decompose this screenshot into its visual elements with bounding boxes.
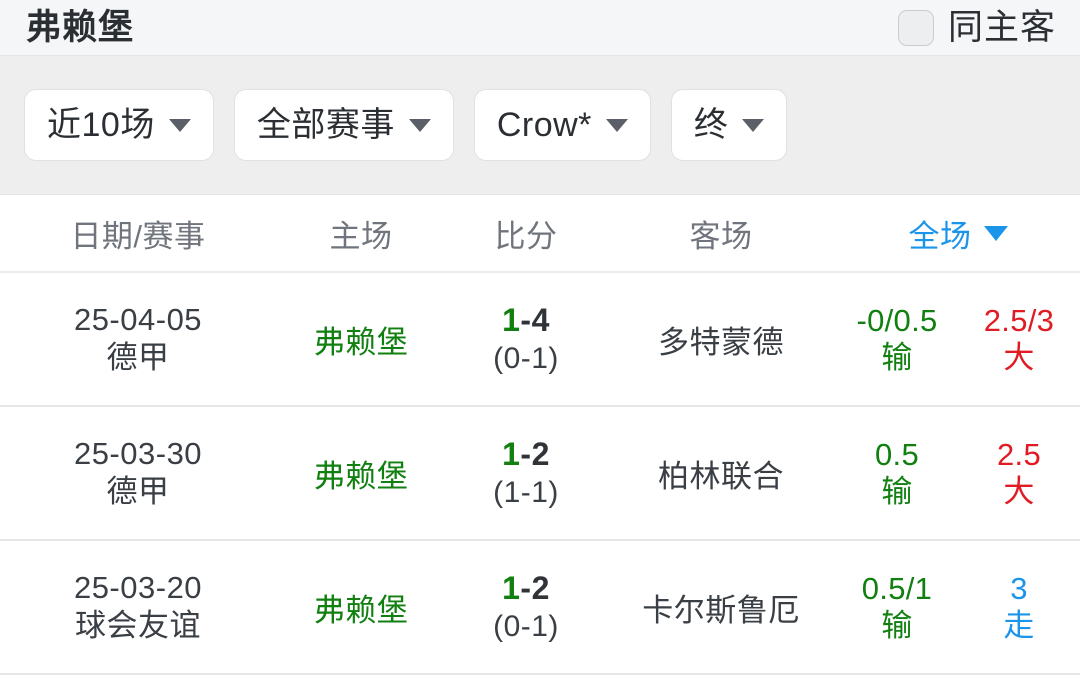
- table-header-row: 日期/赛事 主场 比分 客场 全场: [0, 195, 1080, 273]
- filter-competition-label: 全部赛事: [256, 106, 395, 144]
- cell-score: 1-4 (0-1): [446, 300, 606, 378]
- column-header-odds-sort[interactable]: 全场: [836, 211, 1080, 256]
- match-date: 25-04-05: [73, 302, 203, 338]
- chevron-down-icon: [408, 118, 431, 132]
- filter-competition[interactable]: 全部赛事: [233, 89, 454, 161]
- match-league: 球会友谊: [75, 608, 201, 643]
- filter-bar: 近10场 全部赛事 Crow* 终: [0, 56, 1080, 195]
- total-result: 走: [1003, 608, 1035, 643]
- total-result: 大: [1003, 340, 1035, 375]
- home-team-name: 弗赖堡: [313, 458, 409, 494]
- total-value: 2.5: [997, 436, 1041, 472]
- fulltime-score: 1-2: [446, 568, 606, 608]
- column-header-odds-sort-inner[interactable]: 全场: [836, 211, 1080, 256]
- handicap-group: 0.5/1 输: [836, 570, 958, 644]
- cell-home-team[interactable]: 弗赖堡: [276, 585, 446, 630]
- home-team-name: 弗赖堡: [313, 592, 409, 628]
- halftime-score: (0-1): [493, 610, 559, 644]
- away-team-name: 多特蒙德: [658, 324, 784, 360]
- page-title: 弗赖堡: [26, 8, 135, 47]
- handicap-result: 输: [881, 340, 913, 375]
- handicap-result: 输: [881, 474, 913, 509]
- total-result: 大: [1003, 474, 1035, 509]
- total-group: 2.5/3 大: [958, 302, 1080, 376]
- fulltime-score: 1-4: [446, 300, 606, 340]
- match-history-table: 日期/赛事 主场 比分 客场 全场 25-04-05 德甲 弗赖堡: [0, 195, 1080, 675]
- fulltime-score-away: 4: [531, 302, 550, 339]
- column-header-score-label: 比分: [494, 218, 558, 254]
- column-header-date: 日期/赛事: [0, 211, 276, 256]
- total-group: 2.5 大: [958, 436, 1080, 510]
- away-team-name: 柏林联合: [658, 458, 784, 494]
- fulltime-score: 1-2: [446, 434, 606, 474]
- filter-match-count-label: 近10场: [47, 106, 155, 144]
- handicap-group: 0.5 输: [836, 436, 958, 510]
- cell-odds: -0/0.5 输 2.5/3 大: [836, 302, 1080, 376]
- filter-bookmaker-label: Crow*: [496, 106, 592, 144]
- match-date: 25-03-20: [73, 570, 203, 606]
- halftime-score: (1-1): [493, 476, 559, 510]
- halftime-score: (0-1): [493, 342, 559, 376]
- handicap-result: 输: [881, 608, 913, 643]
- filter-period[interactable]: 终: [670, 89, 788, 161]
- column-header-odds-label: 全场: [908, 218, 972, 254]
- cell-score: 1-2 (1-1): [446, 434, 606, 512]
- fulltime-score-away: 2: [531, 436, 550, 473]
- same-home-away-checkbox[interactable]: [897, 9, 934, 46]
- table-row[interactable]: 25-03-30 德甲 弗赖堡 1-2 (1-1) 柏林联合 0.5 输 2.5…: [0, 407, 1080, 541]
- column-header-score: 比分: [446, 211, 606, 256]
- cell-date: 25-04-05 德甲: [0, 301, 276, 377]
- column-header-home: 主场: [276, 211, 446, 256]
- fulltime-score-home: 1: [502, 302, 521, 339]
- column-header-away: 客场: [606, 211, 836, 256]
- chevron-down-icon: [605, 118, 628, 132]
- fulltime-score-sep: -: [520, 302, 532, 339]
- cell-date: 25-03-30 德甲: [0, 435, 276, 511]
- page-header: 弗赖堡 同主客: [0, 0, 1080, 56]
- cell-home-team[interactable]: 弗赖堡: [276, 317, 446, 362]
- cell-away-team[interactable]: 柏林联合: [606, 451, 836, 496]
- fulltime-score-sep: -: [520, 436, 532, 473]
- cell-odds: 0.5/1 输 3 走: [836, 570, 1080, 644]
- fulltime-score-away: 2: [531, 570, 550, 607]
- cell-away-team[interactable]: 卡尔斯鲁厄: [606, 585, 836, 630]
- handicap-value: 0.5: [875, 436, 919, 472]
- filter-period-label: 终: [693, 106, 729, 144]
- fulltime-score-home: 1: [502, 436, 521, 473]
- table-row[interactable]: 25-04-05 德甲 弗赖堡 1-4 (0-1) 多特蒙德 -0/0.5 输 …: [0, 273, 1080, 407]
- total-value: 2.5/3: [983, 302, 1055, 338]
- same-home-away-label: 同主客: [947, 8, 1056, 47]
- cell-date: 25-03-20 球会友谊: [0, 569, 276, 645]
- cell-score: 1-2 (0-1): [446, 568, 606, 646]
- fulltime-score-sep: -: [520, 570, 532, 607]
- handicap-group: -0/0.5 输: [836, 302, 958, 376]
- match-league: 德甲: [106, 340, 170, 375]
- filter-match-count[interactable]: 近10场: [24, 89, 214, 161]
- away-team-name: 卡尔斯鲁厄: [642, 592, 800, 628]
- total-group: 3 走: [958, 570, 1080, 644]
- column-header-date-label: 日期/赛事: [70, 218, 206, 254]
- fulltime-score-home: 1: [502, 570, 521, 607]
- same-home-away-toggle[interactable]: 同主客: [897, 8, 1056, 47]
- handicap-value: 0.5/1: [861, 570, 933, 606]
- home-team-name: 弗赖堡: [313, 324, 409, 360]
- column-header-odds[interactable]: 全场: [836, 211, 1080, 256]
- handicap-value: -0/0.5: [856, 302, 938, 338]
- match-league: 德甲: [106, 474, 170, 509]
- chevron-down-icon: [742, 118, 765, 132]
- match-date: 25-03-30: [73, 436, 203, 472]
- column-header-home-label: 主场: [329, 218, 393, 254]
- cell-home-team[interactable]: 弗赖堡: [276, 451, 446, 496]
- total-value: 3: [1010, 570, 1028, 606]
- table-row[interactable]: 25-03-20 球会友谊 弗赖堡 1-2 (0-1) 卡尔斯鲁厄 0.5/1 …: [0, 541, 1080, 675]
- chevron-down-icon: [983, 225, 1008, 241]
- chevron-down-icon: [168, 118, 191, 132]
- cell-odds: 0.5 输 2.5 大: [836, 436, 1080, 510]
- filter-bookmaker[interactable]: Crow*: [473, 89, 651, 161]
- cell-away-team[interactable]: 多特蒙德: [606, 317, 836, 362]
- column-header-away-label: 客场: [689, 218, 753, 254]
